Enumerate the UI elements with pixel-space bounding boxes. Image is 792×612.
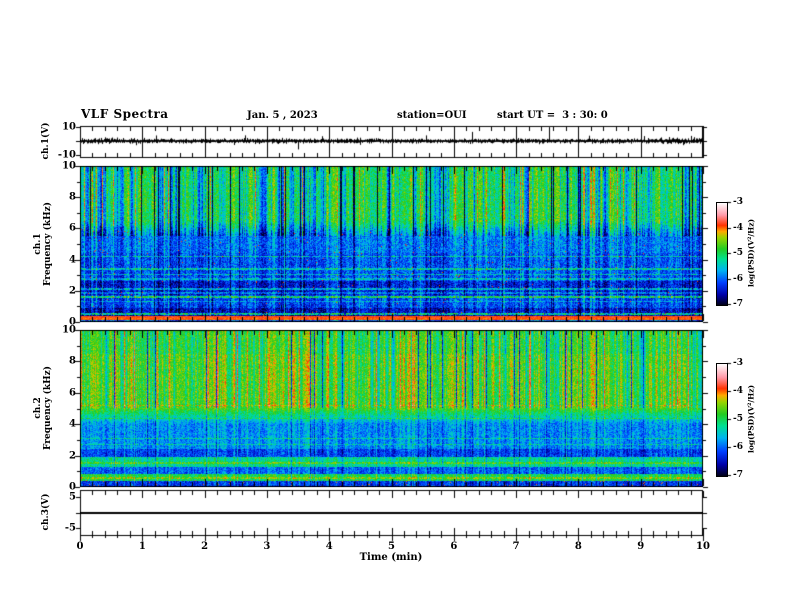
y-tick-label: -10 — [57, 149, 76, 161]
x-tick-label: 5 — [388, 541, 395, 552]
colorbar-tick-label: -3 — [733, 197, 743, 207]
x-tick-label: 7 — [512, 541, 520, 552]
colorbar-tick-label: -7 — [733, 470, 743, 480]
x-tick-label: 2 — [201, 541, 209, 552]
y-tick-label: 2 — [69, 450, 76, 462]
x-tick-label: 6 — [450, 541, 458, 552]
x-tick-label: 9 — [637, 541, 645, 552]
y-tick-label: 6 — [69, 387, 76, 399]
x-tick-label: 4 — [325, 541, 333, 552]
y-tick-label: 4 — [69, 418, 76, 430]
x-tick-label: 0 — [76, 541, 84, 552]
y-tick-label: 0 — [69, 316, 76, 328]
colorbar-tick-label: -7 — [733, 299, 743, 309]
colorbar-tick-label: -5 — [733, 414, 743, 424]
x-tick-label: 8 — [574, 541, 582, 552]
y-tick-label: 6 — [69, 222, 76, 234]
colorbar-tick-label: -3 — [733, 358, 743, 368]
colorbar-tick-label: -4 — [733, 222, 743, 233]
colorbar-tick-label: -5 — [733, 248, 743, 258]
y-tick-label: 2 — [69, 285, 76, 297]
colorbar-tick-label: -6 — [733, 442, 743, 452]
y-tick-label: 5 — [69, 491, 76, 503]
x-tick-label: 1 — [138, 541, 146, 552]
y-tick-label: 0 — [69, 481, 76, 493]
colorbar-tick-label: -4 — [733, 386, 743, 396]
y-tick-label: 8 — [69, 355, 76, 367]
y-tick-label: 10 — [62, 121, 76, 133]
y-tick-label: -5 — [64, 522, 76, 534]
y-tick-label: 4 — [69, 254, 76, 266]
y-tick-label: 8 — [69, 191, 76, 203]
colorbar-tick-label: -6 — [733, 273, 743, 284]
x-tick-label: 3 — [263, 541, 271, 552]
y-tick-label: 10 — [62, 160, 76, 172]
y-tick-label: 10 — [62, 324, 76, 336]
x-tick-label: 10 — [696, 541, 710, 552]
